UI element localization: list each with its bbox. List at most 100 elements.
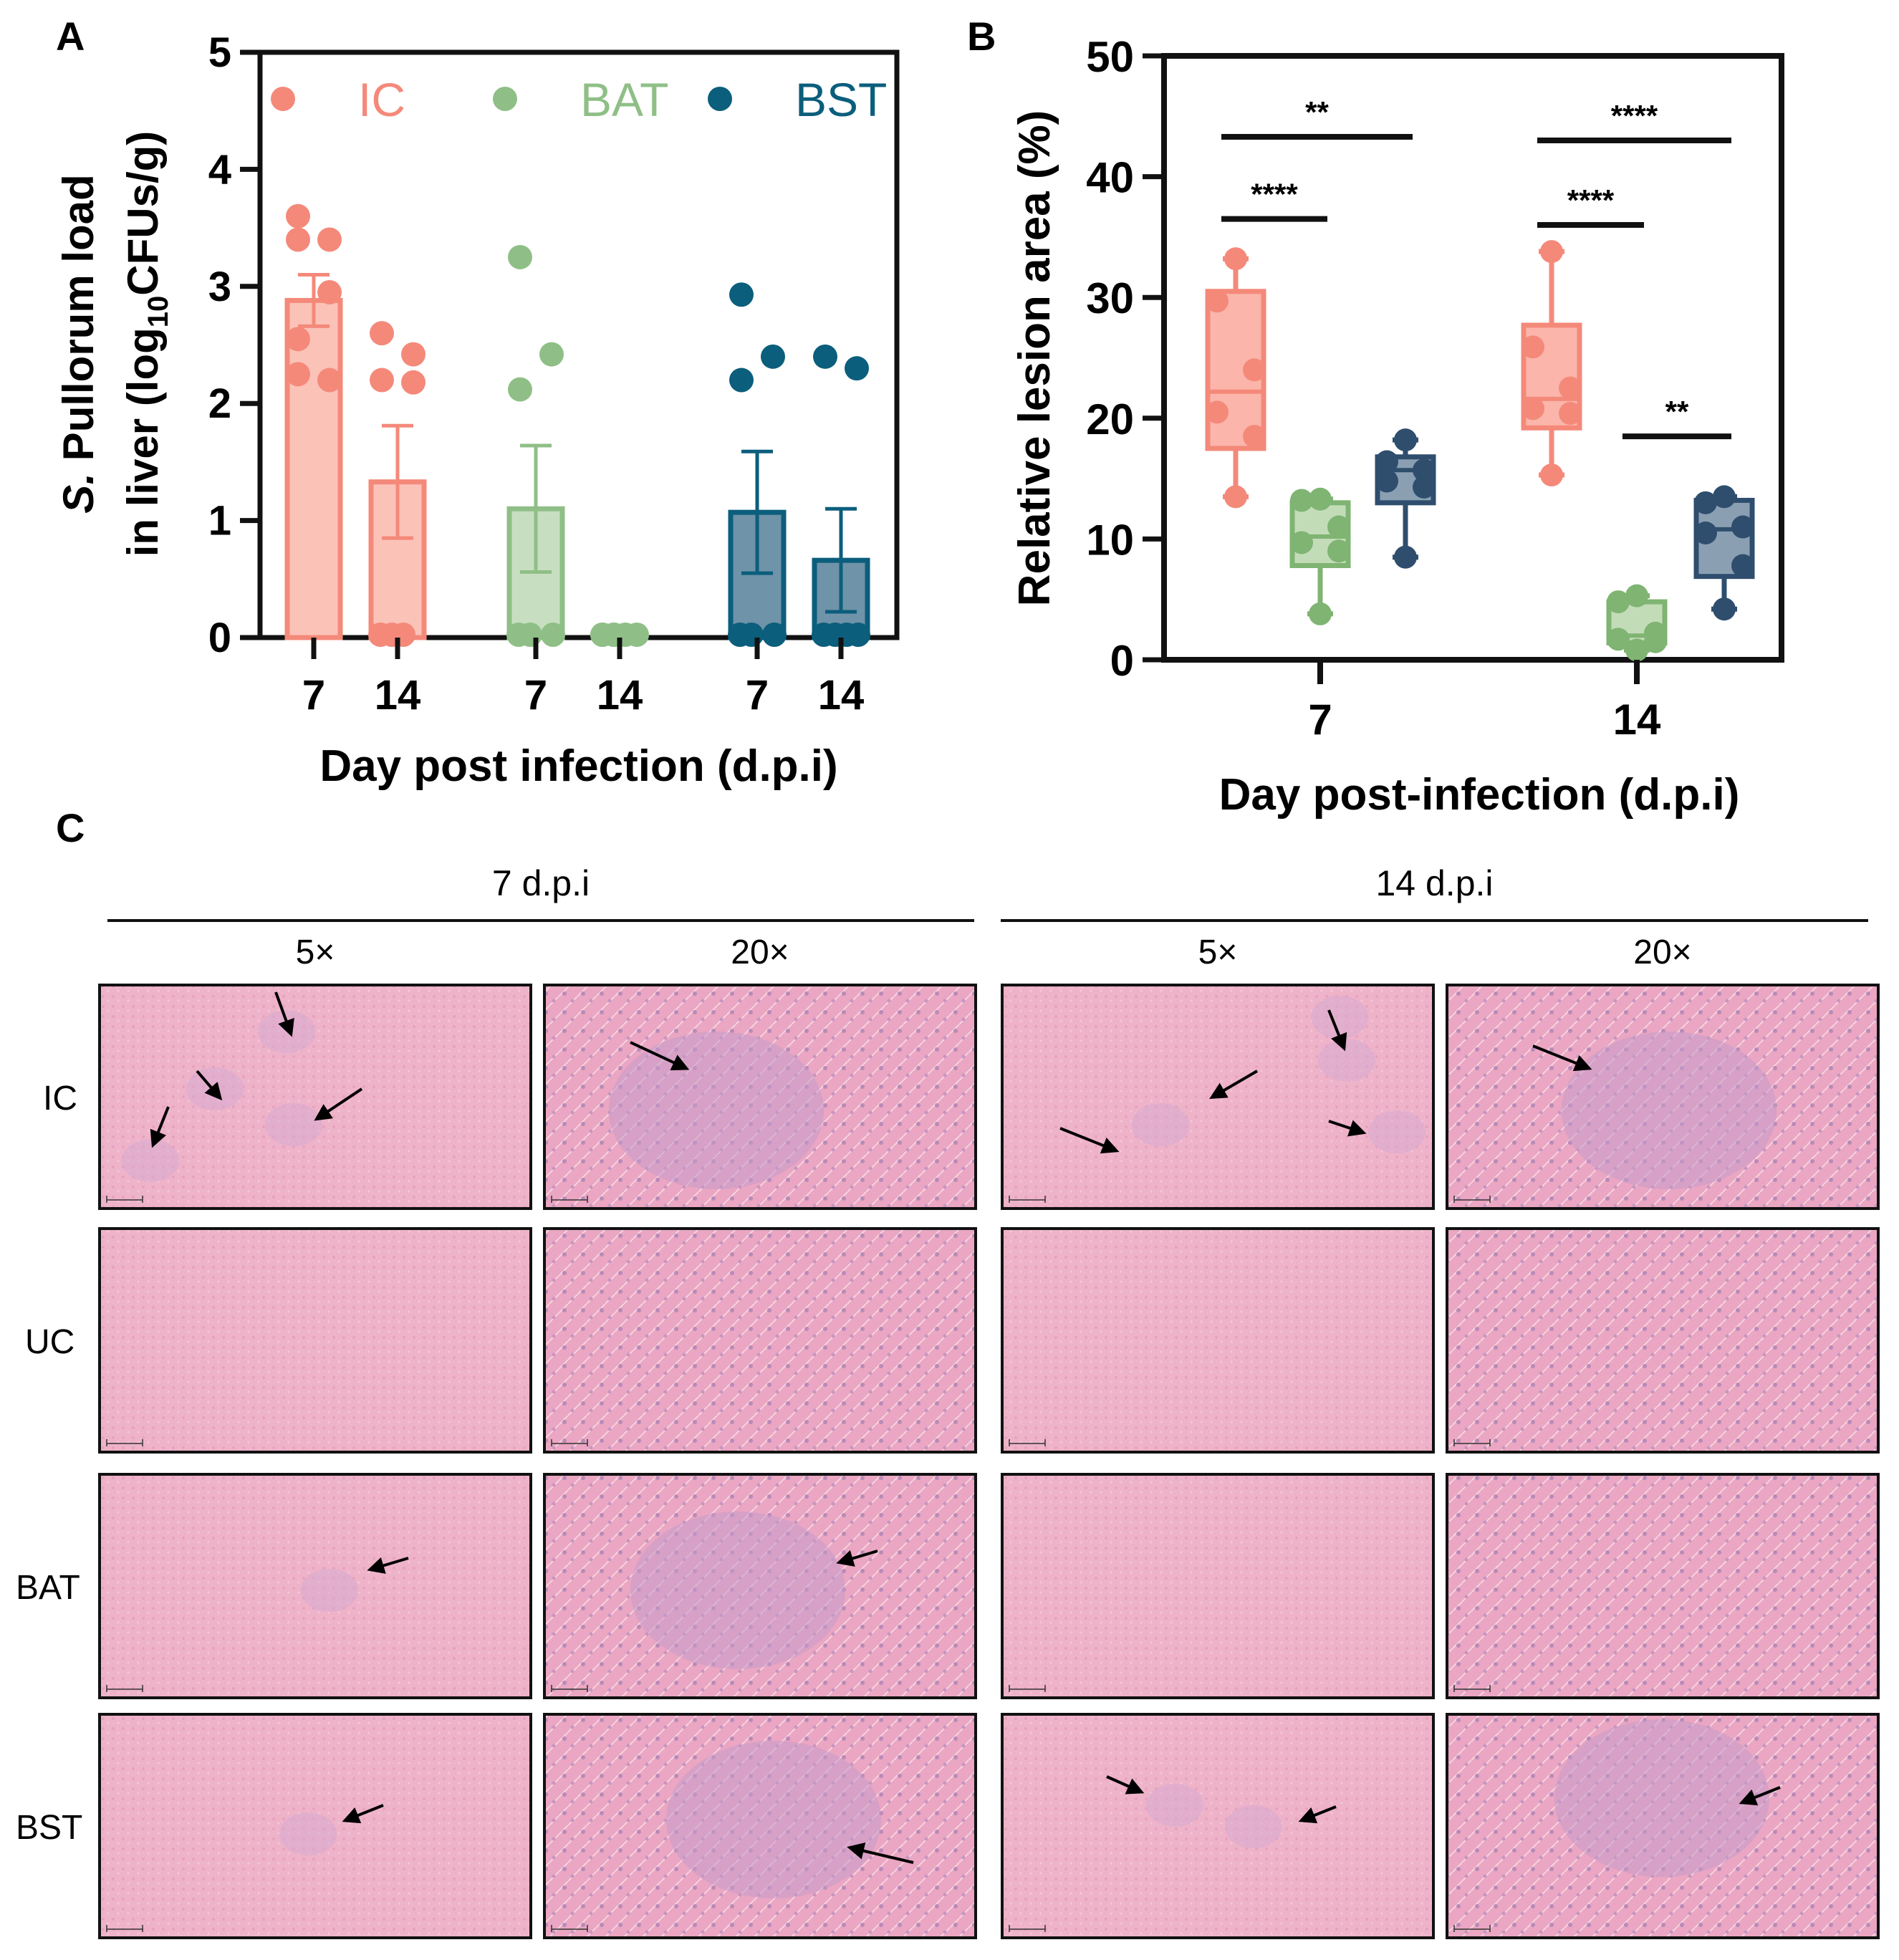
- panel-label-c: C: [56, 805, 85, 850]
- data-point: [286, 203, 310, 229]
- lesion-area: [1318, 1039, 1375, 1082]
- row-label-BAT: BAT: [16, 1569, 80, 1607]
- data-point: [1290, 489, 1313, 512]
- data-point: [823, 623, 847, 647]
- data-point: [1540, 463, 1563, 487]
- data-point: [1731, 515, 1754, 539]
- magnification-label: 20×: [1633, 933, 1691, 971]
- data-point: [401, 370, 426, 395]
- arrow-icon: [1328, 1120, 1367, 1137]
- data-point: [1559, 376, 1582, 400]
- y-tick-label: 4: [208, 146, 231, 193]
- magnification-label: 5×: [1198, 933, 1238, 971]
- row-label-BST: BST: [16, 1809, 82, 1847]
- micrograph-image: [543, 1227, 977, 1454]
- data-point: [1309, 602, 1332, 625]
- x-tick-label: 14: [375, 672, 421, 719]
- scale-bar: [1009, 1685, 1046, 1692]
- lesion-area: [186, 1067, 244, 1110]
- data-point: [1375, 450, 1398, 474]
- data-point: [813, 344, 837, 369]
- scale-bar: [551, 1439, 588, 1446]
- arrow-icon: [1059, 1127, 1120, 1154]
- arrow-icon: [1298, 1805, 1337, 1824]
- micrograph-image: [98, 1227, 532, 1454]
- significance-label: ****: [1567, 183, 1615, 217]
- lesion-area: [1562, 1032, 1777, 1189]
- chart-a-ylabel-line1: S. Pullorum load: [54, 174, 102, 513]
- y-tick-label: 0: [208, 615, 231, 661]
- legend-marker-BST: [708, 87, 732, 111]
- y-tick-label: 20: [1086, 395, 1134, 443]
- micrograph-IC-7dpi-5x: [98, 984, 532, 1210]
- x-tick-label: 14: [1613, 696, 1661, 744]
- arrow-icon: [1739, 1786, 1781, 1806]
- chart-b-lesion-area: Relative lesion area (%) Day post-infect…: [1010, 33, 1784, 820]
- arrow-icon: [342, 1804, 384, 1824]
- error-bar: [382, 423, 413, 540]
- micrograph-BST-14dpi-20x: [1446, 1713, 1880, 1939]
- data-point: [286, 227, 310, 252]
- x-tick-label: 14: [597, 672, 643, 719]
- lesion-area: [122, 1139, 179, 1182]
- scale-bar: [551, 1685, 588, 1692]
- micrograph-BAT-7dpi-20x: [543, 1473, 977, 1699]
- legend-label-IC: IC: [358, 73, 405, 126]
- lesion-area: [258, 1010, 315, 1053]
- scale-bar: [1453, 1685, 1491, 1692]
- y-tick-label: 3: [208, 264, 231, 310]
- data-point: [317, 368, 342, 393]
- error-bar: [825, 506, 857, 614]
- arrow-icon: [314, 1087, 363, 1121]
- error-bar: [520, 443, 552, 574]
- lesion-area: [1132, 1103, 1189, 1146]
- scale-bar: [1453, 1925, 1491, 1932]
- y-tick-label: 1: [208, 498, 231, 544]
- micrograph-image: [1001, 1713, 1435, 1939]
- micrograph-BST-7dpi-20x: [543, 1713, 977, 1939]
- data-point: [286, 327, 310, 352]
- error-bar: [741, 449, 773, 575]
- data-point: [1394, 545, 1417, 569]
- data-point: [1694, 521, 1717, 544]
- data-point: [625, 623, 649, 647]
- x-tick-label: 7: [746, 672, 769, 719]
- data-point: [729, 282, 754, 307]
- timepoint-label: 7 d.p.i: [492, 863, 590, 903]
- data-point: [1521, 335, 1544, 359]
- arrow-icon: [847, 1842, 914, 1864]
- scale-bar: [1453, 1196, 1491, 1203]
- x-tick-label: 14: [818, 672, 865, 719]
- data-point: [1731, 554, 1754, 577]
- lesion-area: [1368, 1110, 1426, 1153]
- chart-a-xlabel: Day post infection (d.p.i): [319, 741, 837, 791]
- data-point: [1394, 428, 1417, 452]
- legend-marker-IC: [271, 87, 295, 111]
- data-point: [317, 279, 342, 304]
- data-point: [508, 244, 532, 269]
- arrow-icon: [274, 991, 294, 1037]
- x-tick-label: 7: [1308, 696, 1332, 744]
- data-point: [1206, 289, 1229, 313]
- panel-label-a: A: [56, 14, 85, 59]
- micrograph-UC-14dpi-20x: [1446, 1227, 1880, 1454]
- data-point: [1694, 491, 1717, 514]
- data-point: [1625, 638, 1648, 662]
- data-point: [286, 362, 310, 387]
- data-point: [1375, 469, 1398, 493]
- chart-b-xlabel: Day post-infection (d.p.i): [1219, 770, 1740, 820]
- y-tick-label: 10: [1086, 516, 1134, 564]
- y-tick-label: 30: [1086, 274, 1134, 322]
- micrograph-BST-14dpi-5x: [1001, 1713, 1435, 1939]
- lesion-area: [279, 1812, 337, 1855]
- micrograph-IC-14dpi-5x: [1001, 984, 1435, 1210]
- lesion-area: [630, 1512, 845, 1669]
- arrow-icon: [196, 1070, 223, 1101]
- micrograph-IC-14dpi-20x: [1446, 984, 1880, 1210]
- legend-marker-BAT: [493, 87, 517, 111]
- chart-a-bacterial-load: S. Pullorum load in liver (log10CFUs/g) …: [54, 29, 900, 791]
- micrograph-image: [98, 1713, 532, 1939]
- micrograph-image: [1001, 984, 1435, 1210]
- data-point: [317, 227, 342, 252]
